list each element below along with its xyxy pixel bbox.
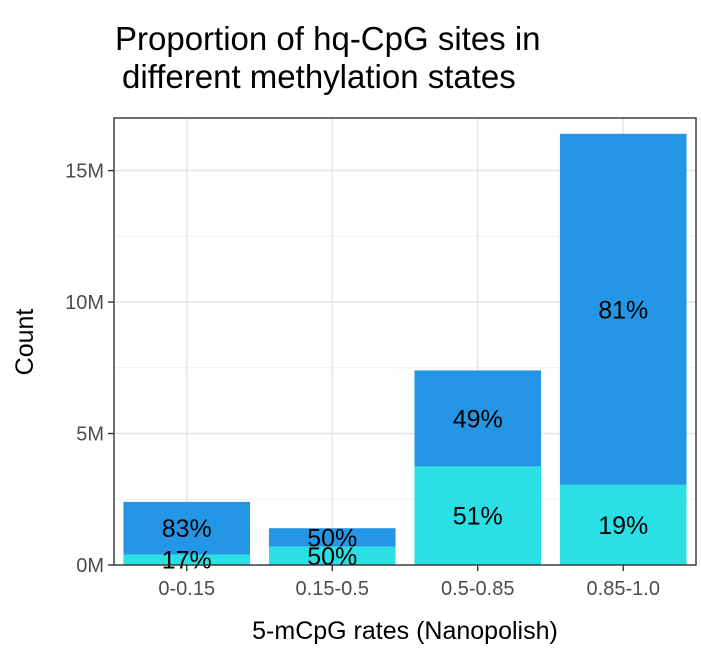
x-axis-title: 5-mCpG rates (Nanopolish) (252, 617, 558, 645)
data-label-lower-0.5-0.85: 51% (453, 503, 503, 531)
chart-title-line-1: Proportion of hq-CpG sites in (115, 20, 541, 57)
bar-upper-0-0.15 (123, 501, 251, 555)
y-tick-label: 10M (65, 292, 104, 314)
bar-lower-0-0.15 (123, 554, 251, 565)
x-tick-label: 0.85-1.0 (587, 578, 660, 600)
bar-upper-0.5-0.85 (414, 370, 542, 467)
bar-lower-0.85-1.0 (559, 484, 687, 565)
bar-upper-0.85-1.0 (559, 133, 687, 485)
data-labels: 17%83%50%50%51%49%19%81% (162, 296, 649, 574)
bar-upper-0.15-0.5 (268, 528, 396, 547)
x-tick-label: 0.15-0.5 (296, 578, 369, 600)
plot-panel-border (113, 117, 697, 566)
y-tick-label: 0M (76, 555, 104, 577)
chart-title-line-2: different methylation states (122, 58, 516, 95)
data-label-upper-0.85-1.0: 81% (598, 296, 648, 324)
data-label-upper-0.5-0.85: 49% (453, 405, 503, 433)
bar-lower-0.5-0.85 (414, 466, 542, 565)
data-label-lower-0.85-1.0: 19% (598, 512, 648, 540)
y-tick-label: 5M (76, 424, 104, 446)
data-label-upper-0.15-0.5: 50% (307, 524, 357, 552)
axes: 0M 5M 10M 15M 0-0.15 0.15-0.5 0.5-0.85 0.85-1.0 (65, 161, 660, 600)
y-tick-label: 15M (65, 161, 104, 183)
bar-lower-0.15-0.5 (268, 546, 396, 565)
data-label-upper-0-0.15: 83% (162, 515, 212, 543)
y-axis-title: Count (11, 309, 39, 376)
bars (123, 133, 687, 565)
x-tick-label: 0.5-0.85 (441, 578, 514, 600)
x-tick-label: 0-0.15 (158, 578, 215, 600)
